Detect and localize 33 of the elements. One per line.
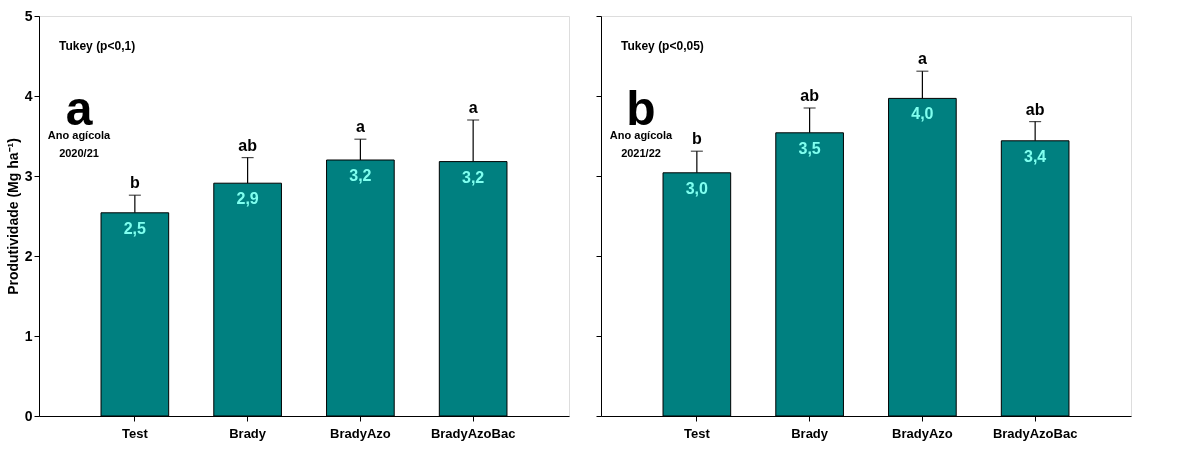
annotation: Tukey (p<0,05) bbox=[621, 39, 704, 53]
y-tick-label: 2 bbox=[24, 247, 33, 264]
annotation: ab bbox=[238, 136, 258, 154]
annotation: ab bbox=[800, 87, 820, 104]
data-label: 2,9 bbox=[236, 190, 259, 208]
y-tick-label: 0 bbox=[24, 407, 33, 424]
annotation: a bbox=[355, 118, 365, 136]
annotation: b bbox=[129, 174, 140, 192]
annotation: ab bbox=[1025, 100, 1045, 118]
x-tick-label: BradyAzo bbox=[892, 425, 953, 441]
data-label: 3,4 bbox=[1024, 147, 1047, 165]
data-label: 3,2 bbox=[462, 168, 485, 186]
data-label: 3,0 bbox=[685, 179, 709, 197]
y-tick-label: 1 bbox=[24, 327, 33, 344]
annotation: Tukey (p<0,1) bbox=[59, 39, 136, 53]
x-tick-label: BradyAzoBac bbox=[430, 425, 516, 441]
x-tick-label: BradyAzo bbox=[330, 425, 391, 441]
annotation: a bbox=[917, 50, 927, 68]
x-tick-label: Brady bbox=[229, 425, 267, 441]
x-tick-label: Test bbox=[121, 425, 149, 441]
x-tick-label: BradyAzoBac bbox=[992, 425, 1078, 441]
annotation: a bbox=[468, 99, 478, 116]
x-tick-label: Brady bbox=[791, 425, 829, 441]
data-label: 3,2 bbox=[349, 167, 372, 184]
y-axis-title: Produtividade (Mg ha⁻¹) bbox=[4, 138, 21, 295]
data-label: 3,5 bbox=[798, 139, 821, 157]
annotation: b bbox=[691, 130, 702, 148]
data-label: 4,0 bbox=[911, 105, 934, 123]
y-tick-label: 4 bbox=[24, 87, 33, 104]
data-label: 2,5 bbox=[123, 219, 147, 237]
y-tick-label: 3 bbox=[24, 167, 33, 184]
x-tick-label: Test bbox=[683, 425, 711, 441]
y-tick-label: 5 bbox=[24, 7, 33, 24]
